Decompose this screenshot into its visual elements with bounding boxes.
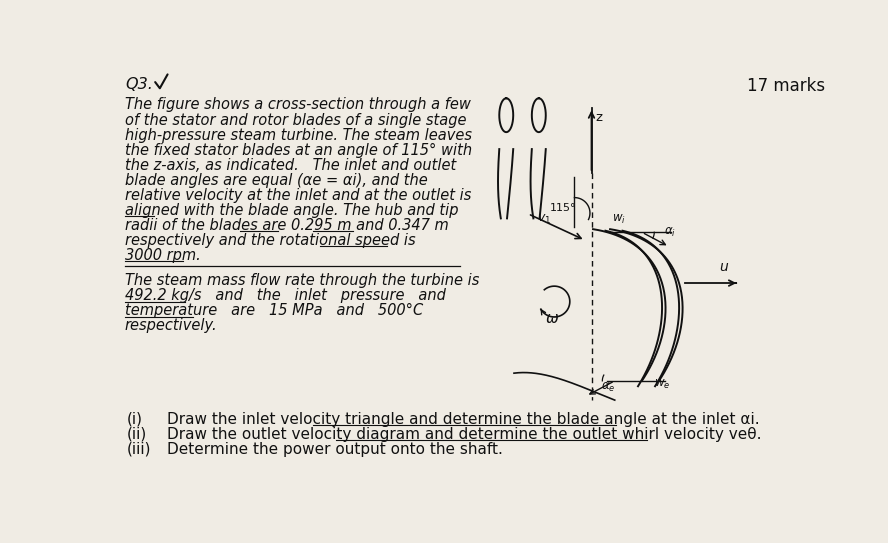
Text: Q3.: Q3.: [125, 77, 153, 92]
Text: aligned with the blade angle. The hub and tip: aligned with the blade angle. The hub an…: [125, 203, 458, 218]
Text: Draw the outlet velocity diagram and determine the outlet whirl velocity veθ.: Draw the outlet velocity diagram and det…: [167, 427, 761, 441]
Text: Draw the inlet velocity triangle and determine the blade angle at the inlet αi.: Draw the inlet velocity triangle and det…: [167, 412, 759, 427]
Text: respectively and the rotational speed is: respectively and the rotational speed is: [125, 232, 416, 248]
Text: respectively.: respectively.: [125, 319, 218, 333]
Text: radii of the blades are 0.295 m and 0.347 m: radii of the blades are 0.295 m and 0.34…: [125, 218, 448, 232]
Text: Determine the power output onto the shaft.: Determine the power output onto the shaf…: [167, 441, 503, 457]
Text: $\alpha_e$: $\alpha_e$: [601, 381, 615, 394]
Text: of the stator and rotor blades of a single stage: of the stator and rotor blades of a sing…: [125, 112, 466, 128]
Text: $w_e$: $w_e$: [654, 378, 670, 391]
Text: $u$: $u$: [719, 260, 730, 274]
Text: high-pressure steam turbine. The steam leaves: high-pressure steam turbine. The steam l…: [125, 128, 472, 142]
Text: 3000 rpm.: 3000 rpm.: [125, 248, 201, 263]
Text: (i): (i): [126, 412, 142, 427]
Text: The figure shows a cross-section through a few: The figure shows a cross-section through…: [125, 98, 471, 112]
Text: relative velocity at the inlet and at the outlet is: relative velocity at the inlet and at th…: [125, 187, 472, 203]
Text: (ii): (ii): [126, 427, 147, 441]
Text: $v_1$: $v_1$: [537, 212, 551, 225]
Text: temperature   are   15 MPa   and   500°C: temperature are 15 MPa and 500°C: [125, 304, 424, 319]
Text: $\omega$: $\omega$: [545, 312, 559, 326]
Text: 492.2 kg/s   and   the   inlet   pressure   and: 492.2 kg/s and the inlet pressure and: [125, 288, 446, 304]
Text: blade angles are equal (αe = αi), and the: blade angles are equal (αe = αi), and th…: [125, 173, 428, 187]
Text: z: z: [595, 111, 602, 124]
Text: the z-axis, as indicated.   The inlet and outlet: the z-axis, as indicated. The inlet and …: [125, 157, 456, 173]
Text: (iii): (iii): [126, 441, 151, 457]
Text: 115°: 115°: [550, 204, 576, 213]
Text: $w_i$: $w_i$: [613, 212, 626, 225]
Text: $\alpha_i$: $\alpha_i$: [663, 226, 676, 239]
Text: 17 marks: 17 marks: [747, 77, 825, 94]
Text: The steam mass flow rate through the turbine is: The steam mass flow rate through the tur…: [125, 274, 480, 288]
Text: the fixed stator blades at an angle of 115° with: the fixed stator blades at an angle of 1…: [125, 143, 472, 157]
